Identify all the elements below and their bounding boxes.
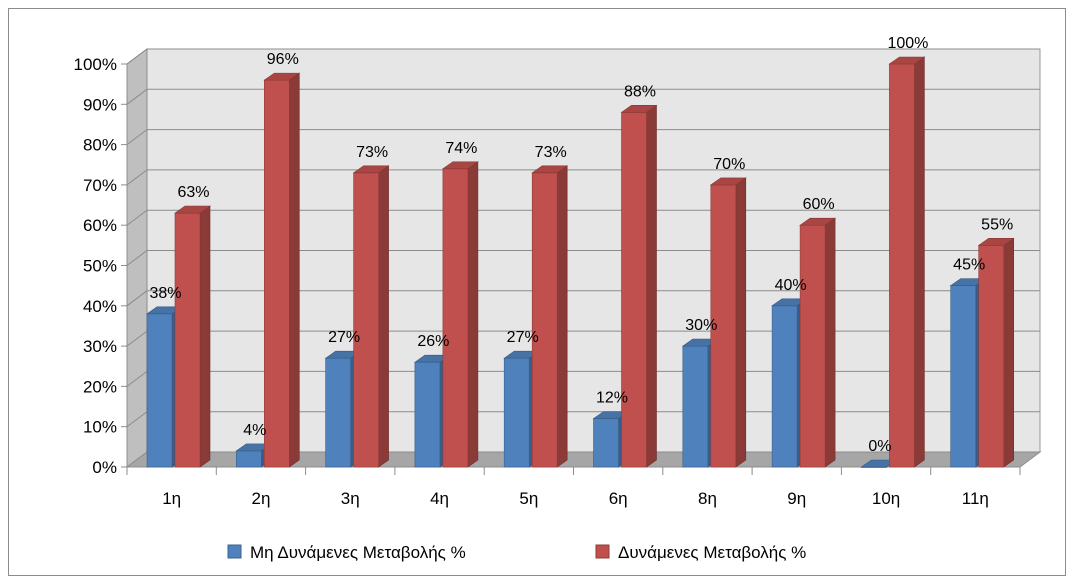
bar — [799, 217, 837, 468]
data-label: 40% — [775, 277, 807, 294]
data-label: 73% — [535, 144, 567, 161]
y-axis-ticks: 0% 10% 20% 30% 40% 50% 60% 70% 80% 90% 100% — [74, 55, 128, 477]
bars — [146, 56, 1015, 468]
x-tick-label: 3η — [341, 489, 360, 508]
y-tick-label: 0% — [92, 458, 117, 477]
x-tick-label: 8η — [698, 489, 717, 508]
x-tick-label: 6η — [609, 489, 628, 508]
data-label: 96% — [267, 51, 299, 68]
y-tick-label: 90% — [83, 95, 117, 114]
bar — [352, 165, 390, 468]
bar — [709, 177, 747, 468]
y-tick-label: 10% — [83, 418, 117, 437]
data-labels: 38% 63% 4% 96% 27% 73% 26% 74% 27% 73% 12% 88% 30% 70… — [149, 35, 1013, 455]
data-label: 88% — [624, 83, 656, 100]
gridline — [126, 169, 1040, 186]
y-tick-label: 50% — [83, 257, 117, 276]
y-tick-label: 20% — [83, 377, 117, 396]
y-tick-label: 30% — [83, 337, 117, 356]
legend-swatch — [227, 544, 242, 559]
y-tick-label: 40% — [83, 297, 117, 316]
data-label: 73% — [356, 144, 388, 161]
x-tick-label: 11η — [962, 489, 989, 508]
data-label: 27% — [328, 329, 360, 346]
x-tick-label: 5η — [519, 489, 538, 508]
data-label: 26% — [417, 333, 449, 350]
legend: Μη Δυνάμενες Μεταβολής % Δυνάμενες Μεταβο… — [227, 543, 806, 562]
y-tick-label: 80% — [83, 136, 117, 155]
bar — [441, 161, 479, 468]
legend-swatch — [595, 544, 610, 559]
data-label: 27% — [507, 329, 539, 346]
bar — [531, 165, 569, 468]
bar — [888, 56, 926, 468]
x-axis-ticks: 1η 2η 3η 4η 5η 6η 8η 9η 10η 11η — [126, 467, 1021, 508]
y-tick-label: 60% — [83, 216, 117, 235]
x-tick-label: 2η — [251, 489, 270, 508]
y-tick-label: 70% — [83, 176, 117, 195]
data-label: 74% — [445, 140, 477, 157]
bar — [174, 205, 211, 468]
bar — [263, 72, 301, 468]
legend-item: Μη Δυνάμενες Μεταβολής % — [227, 543, 466, 562]
data-label: 60% — [803, 196, 835, 213]
y-tick-label: 100% — [74, 55, 117, 74]
x-tick-label: 9η — [787, 489, 806, 508]
gridline — [126, 88, 1040, 105]
data-label: 30% — [685, 317, 717, 334]
data-label: 70% — [713, 156, 745, 173]
bar — [977, 237, 1015, 468]
data-label: 38% — [149, 285, 181, 302]
gridline — [126, 129, 1040, 146]
legend-label: Δυνάμενες Μεταβολής % — [618, 543, 806, 562]
data-label: 45% — [953, 257, 985, 274]
data-label: 4% — [243, 422, 266, 439]
x-tick-label: 1η — [162, 489, 181, 508]
x-tick-label: 4η — [430, 489, 449, 508]
data-label: 100% — [887, 35, 928, 52]
bar — [620, 104, 658, 468]
x-tick-label: 10η — [872, 489, 900, 508]
gridline — [126, 48, 1040, 65]
data-label: 63% — [177, 184, 209, 201]
legend-item: Δυνάμενες Μεταβολής % — [595, 543, 806, 562]
data-label: 55% — [981, 216, 1013, 233]
data-label: 12% — [596, 390, 628, 407]
legend-label: Μη Δυνάμενες Μεταβολής % — [250, 543, 466, 562]
data-label: 0% — [868, 438, 891, 455]
